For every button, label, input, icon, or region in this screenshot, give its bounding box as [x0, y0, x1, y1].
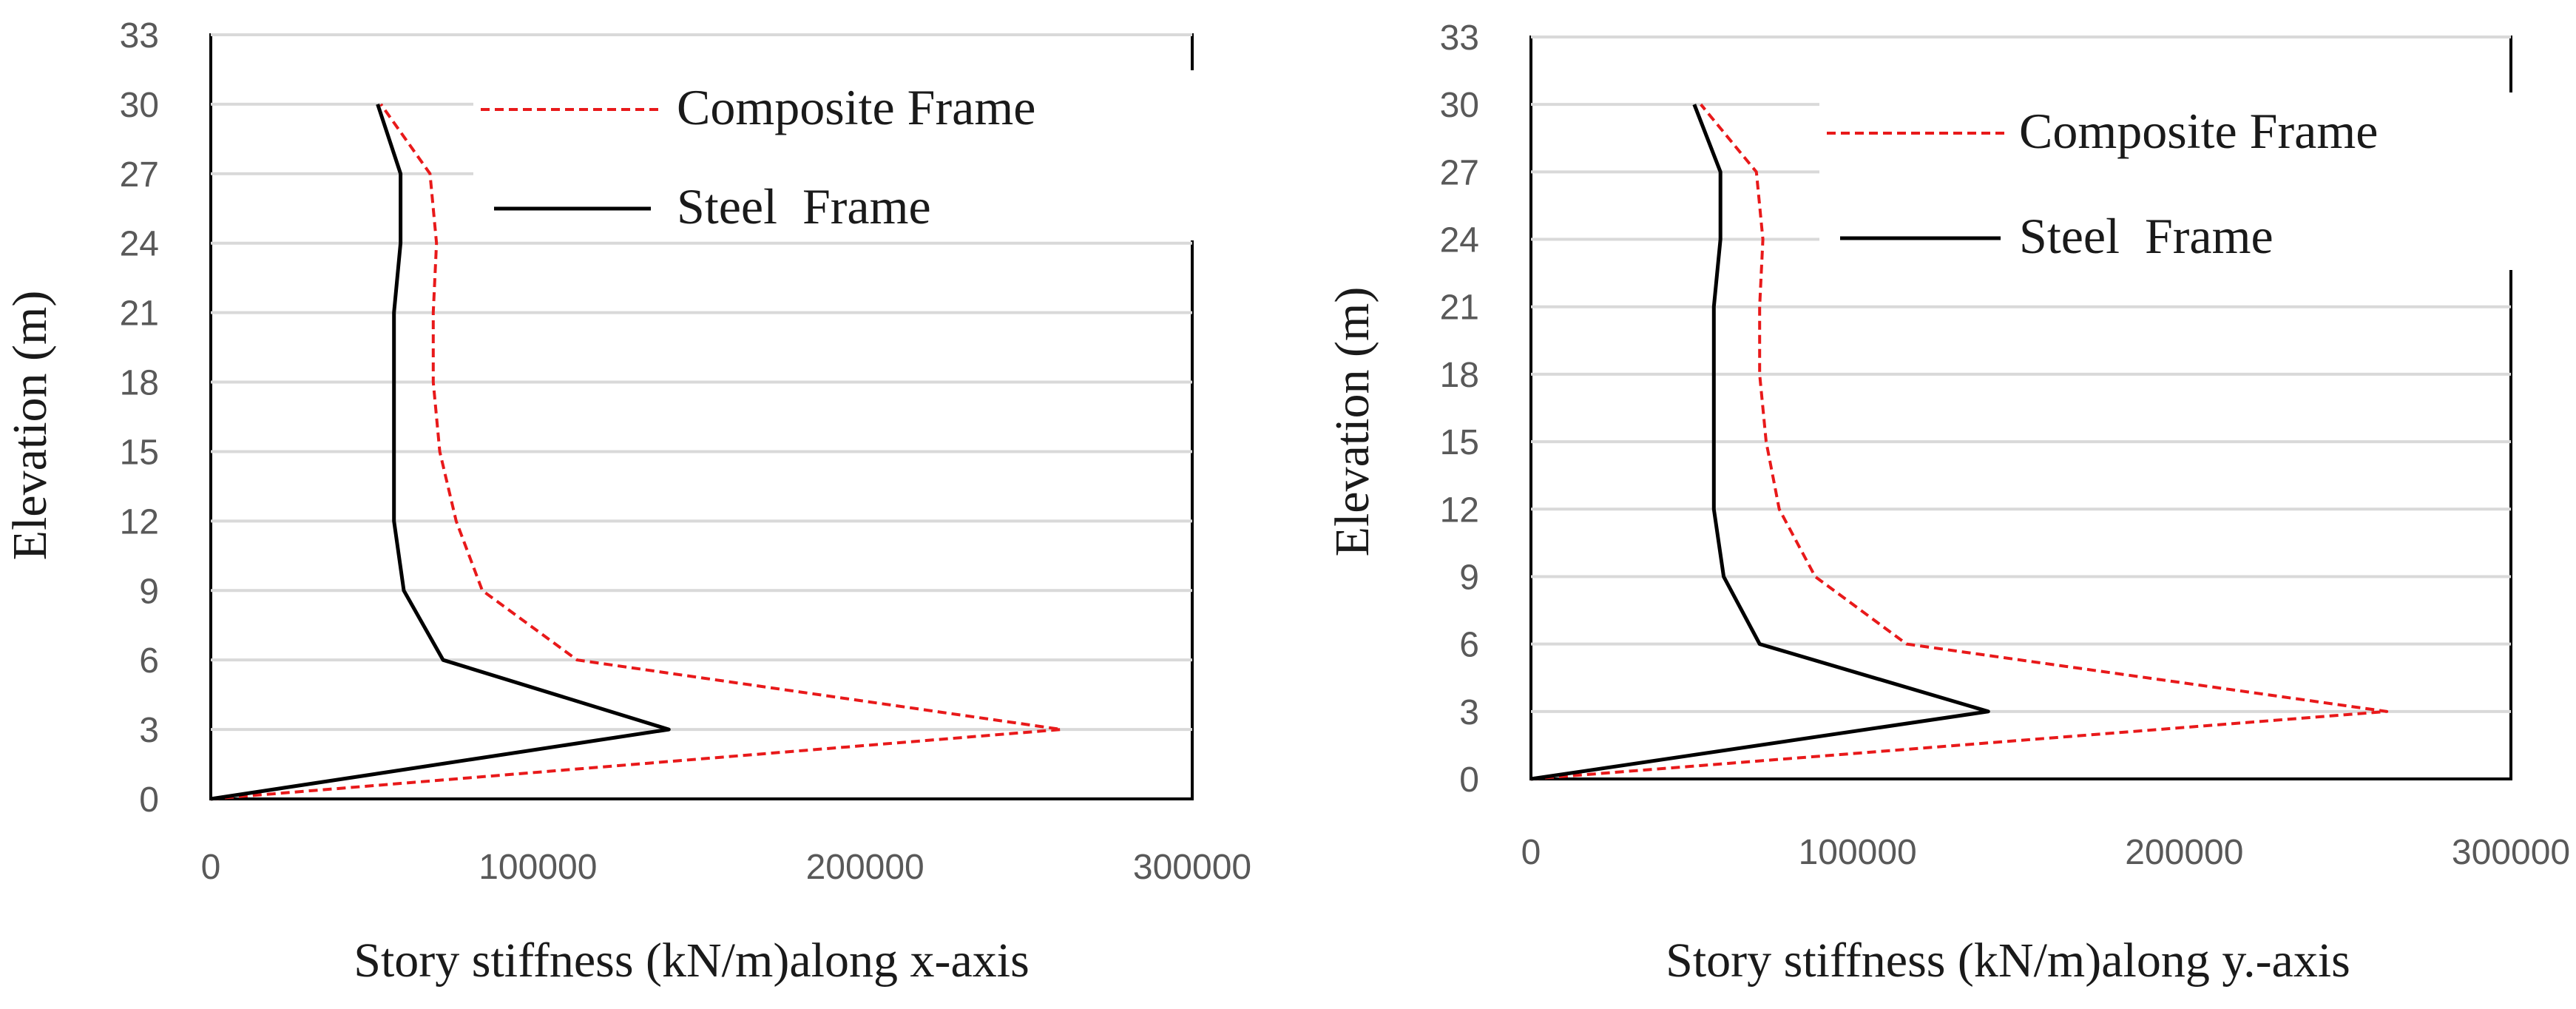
x-tick-label: 300000: [2452, 833, 2570, 872]
y-tick-label: 18: [1440, 356, 1479, 395]
x-tick-label: 0: [1521, 833, 1541, 872]
series-steel-frame-line: [1530, 104, 1990, 781]
x-tick-label: 200000: [2125, 833, 2243, 872]
y-tick-label: 30: [120, 86, 159, 125]
y-tick-label: 6: [139, 641, 159, 681]
series-lines: [1530, 103, 2389, 781]
y-tick-labels: 0 3 6 9 12 15 18 21 24 27 30 33: [1440, 18, 1479, 800]
y-axis-title: Elevation (m): [1325, 287, 1379, 557]
y-tick-label: 21: [1440, 288, 1479, 328]
legend-label-composite: Composite Frame: [677, 79, 1035, 135]
y-tick-label: 33: [1440, 18, 1479, 58]
legend-box: [1819, 92, 2544, 270]
legend: Composite Frame Steel Frame: [481, 79, 1035, 234]
y-tick-label: 27: [120, 155, 159, 195]
y-tick-label: 3: [139, 711, 159, 750]
y-tick-label: 0: [1459, 760, 1479, 800]
x-tick-label: 200000: [806, 848, 924, 887]
y-tick-label: 9: [1459, 558, 1479, 597]
legend: Composite Frame Steel Frame: [1827, 103, 2378, 264]
y-tick-label: 21: [120, 294, 159, 334]
x-axis-title: Story stiffness (kN/m)along x-axis: [354, 934, 1030, 988]
x-axis-title: Story stiffness (kN/m)along y.-axis: [1666, 934, 2350, 988]
series-steel-frame-line: [210, 104, 671, 801]
y-tick-label: 15: [1440, 423, 1479, 462]
y-tick-label: 24: [120, 225, 159, 264]
y-tick-label: 0: [139, 780, 159, 820]
series-composite-frame-line: [210, 103, 1064, 800]
legend-box: [473, 70, 1198, 240]
y-tick-label: 6: [1459, 626, 1479, 665]
y-tick-label: 18: [120, 364, 159, 403]
y-tick-label: 24: [1440, 221, 1479, 260]
legend-background: [1819, 92, 2544, 270]
series-lines: [210, 103, 1064, 801]
y-tick-label: 30: [1440, 86, 1479, 125]
chart-y-axis: 0 3 6 9 12 15 18 21 24 27 30 33 0 100000 200000 300000…: [1325, 18, 2570, 988]
y-tick-label: 12: [120, 502, 159, 541]
series-composite-frame-line: [1530, 103, 2389, 780]
x-tick-label: 100000: [1799, 833, 1917, 872]
chart-x-axis: 0 3 6 9 12 15 18 21 24 27 30 33 0 100000 200000 300000…: [3, 16, 1251, 988]
legend-label-steel: Steel Frame: [2019, 208, 2274, 264]
y-tick-label: 9: [139, 572, 159, 611]
y-tick-label: 15: [120, 433, 159, 472]
y-axis-title: Elevation (m): [3, 291, 57, 561]
legend-background: [473, 70, 1198, 240]
legend-label-steel: Steel Frame: [677, 178, 931, 234]
x-tick-labels: 0 100000 200000 300000: [201, 848, 1251, 887]
y-tick-label: 3: [1459, 693, 1479, 732]
x-tick-label: 300000: [1133, 848, 1251, 887]
legend-label-composite: Composite Frame: [2019, 103, 2378, 159]
y-tick-label: 33: [120, 16, 159, 55]
y-tick-labels: 0 3 6 9 12 15 18 21 24 27 30 33: [120, 16, 159, 820]
y-tick-label: 27: [1440, 153, 1479, 192]
x-tick-label: 0: [201, 848, 221, 887]
y-tick-label: 12: [1440, 490, 1479, 530]
x-tick-label: 100000: [479, 848, 597, 887]
x-tick-labels: 0 100000 200000 300000: [1521, 833, 2570, 872]
